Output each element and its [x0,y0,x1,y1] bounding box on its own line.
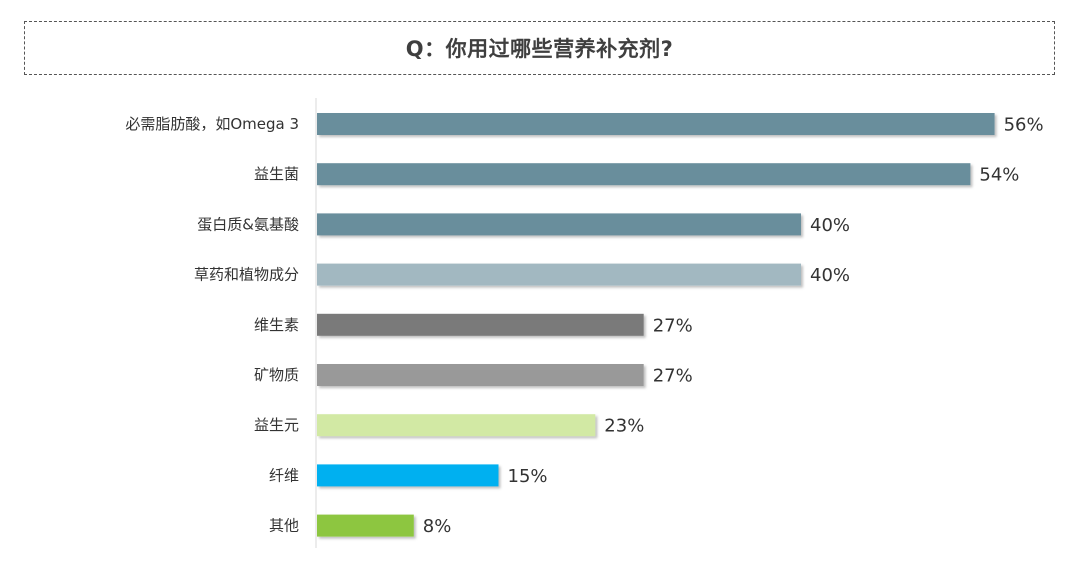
value-label: 56% [1004,115,1044,136]
bar [317,263,801,286]
category-label: 蛋白质&氨基酸 [197,215,299,233]
bar [317,414,596,437]
question-title-box: Q：你用过哪些营养补充剂? [24,21,1055,75]
bar [317,213,801,236]
category-label: 草药和植物成分 [194,266,299,284]
value-label: 27% [653,366,693,387]
chart-title: Q：你用过哪些营养补充剂? [405,37,674,61]
category-label: 益生元 [254,416,299,434]
bar [317,464,499,487]
value-label: 15% [508,466,548,487]
value-label: 40% [810,215,850,236]
value-label: 54% [979,165,1019,186]
value-label: 27% [653,315,693,336]
value-label: 23% [604,416,644,437]
bar [317,364,644,386]
bar [317,313,644,336]
bar [317,163,971,186]
value-label: 8% [423,516,452,537]
bar [317,514,414,537]
category-label: 其他 [269,517,299,535]
category-label: 纤维 [269,466,299,484]
bars-group: 必需脂肪酸，如Omega 3 56% 益生菌 54% 蛋白质&氨基酸 40% 草药和植物成分… [125,113,1044,537]
category-label: 益生菌 [254,165,299,183]
category-label: 必需脂肪酸，如Omega 3 [125,115,299,133]
category-label: 矿物质 [254,366,299,384]
category-label: 维生素 [254,316,299,334]
value-label: 40% [810,265,850,286]
bar [317,113,995,135]
